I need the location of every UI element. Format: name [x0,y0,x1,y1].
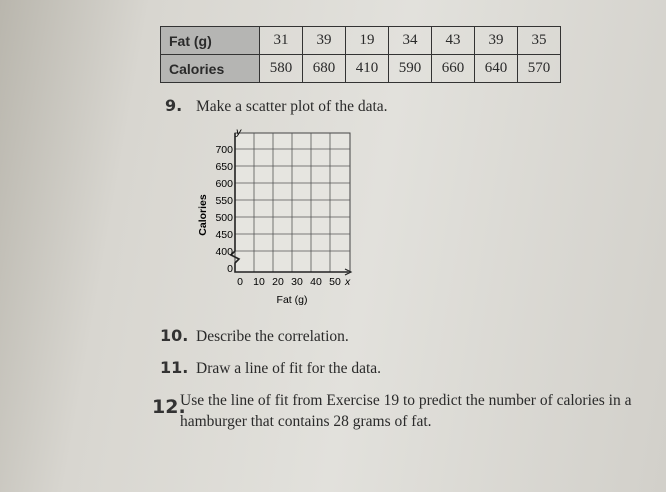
y-tick-label: 400 [215,246,233,258]
table-cell: 34 [388,26,432,55]
table-cell: 39 [474,26,518,55]
y-tick-label: 700 [215,144,233,156]
question-text: Draw a line of fit for the data. [196,360,382,377]
x-tick-label: 30 [291,276,303,288]
row-header: Fat (g) [160,26,260,55]
table-cell: 570 [517,54,561,83]
question-text: Make a scatter plot of the data. [196,98,388,115]
question-number: 9. [165,96,183,115]
x-tick-label: 0 [237,276,243,288]
question-text: Use the line of fit from Exercise 19 to … [180,392,632,430]
question-text: Describe the correlation. [196,328,349,345]
y-axis-label: Calories [197,194,209,236]
x-tick-label: 10 [253,276,265,288]
y-tick-label: 500 [215,212,233,224]
question-number: 11. [160,358,189,377]
graph: y x Calories Fat (g) 7006506005505004504… [197,126,353,306]
table-cell: 43 [431,26,475,55]
table-cell: 31 [259,26,303,55]
row-header: Calories [160,54,260,83]
y-tick-label: 600 [215,178,233,190]
question-number: 10. [160,326,189,345]
x-axis-letter: x [344,276,351,288]
x-axis-label: Fat (g) [277,294,308,306]
y-tick-label: 0 [227,263,233,275]
x-arrow [344,268,353,276]
data-table: Fat (g) 31 39 19 34 43 39 35 Calories 580 680 410 59… [160,26,561,83]
table-cell: 580 [259,54,303,83]
table-cell: 35 [517,26,561,55]
grid [235,133,350,272]
table-row: Calories 580 680 410 590 660 640 570 [160,54,561,83]
y-tick-label: 650 [215,161,233,173]
y-axis-letter: y [235,126,242,138]
x-tick-label: 20 [272,276,284,288]
table-cell: 19 [345,26,389,55]
axes [229,133,348,273]
table-cell: 39 [302,26,346,55]
question-number: 12. [152,396,186,418]
table-cell: 640 [474,54,518,83]
table-cell: 660 [431,54,475,83]
x-tick-label: 50 [329,276,341,288]
x-tick-label: 40 [310,276,322,288]
table-row: Fat (g) 31 39 19 34 43 39 35 [160,26,561,55]
y-tick-label: 550 [215,195,233,207]
table-cell: 680 [302,54,346,83]
y-tick-label: 450 [215,229,233,241]
table-cell: 590 [388,54,432,83]
table-cell: 410 [345,54,389,83]
